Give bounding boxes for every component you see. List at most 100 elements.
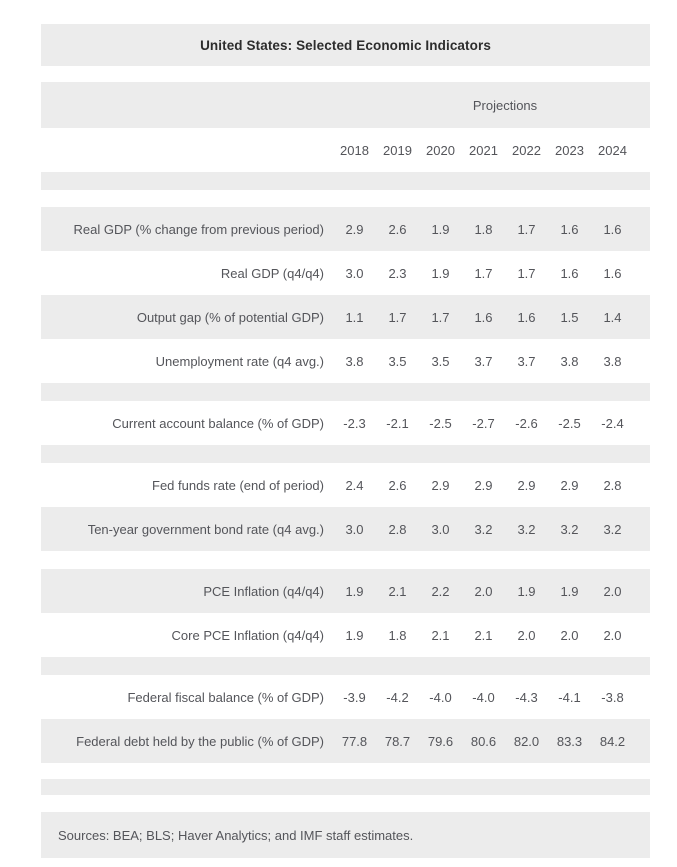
table-row: Current account balance (% of GDP) -2.3 … bbox=[41, 401, 650, 445]
row-label: Core PCE Inflation (q4/q4) bbox=[171, 627, 324, 643]
table-row: Core PCE Inflation (q4/q4) 1.9 1.8 2.1 2… bbox=[41, 613, 650, 657]
cell-value: 3.0 bbox=[345, 521, 364, 537]
cell-value: 2.9 bbox=[560, 477, 579, 493]
cell-value: -3.9 bbox=[343, 689, 366, 705]
row-spacer bbox=[41, 445, 650, 463]
cell-value: 1.9 bbox=[345, 583, 364, 599]
cell-value: 1.9 bbox=[560, 583, 579, 599]
row-label: Current account balance (% of GDP) bbox=[112, 415, 324, 431]
cell-value: 1.4 bbox=[603, 309, 622, 325]
cell-value: 1.6 bbox=[603, 265, 622, 281]
cell-value: 3.8 bbox=[345, 353, 364, 369]
cell-value: 3.8 bbox=[560, 353, 579, 369]
spacer bbox=[41, 66, 650, 82]
year-header-row: 2018 2019 2020 2021 2022 2023 2024 bbox=[41, 128, 650, 172]
source-note: Sources: BEA; BLS; Haver Analytics; and … bbox=[58, 827, 414, 843]
cell-value: 1.9 bbox=[517, 583, 536, 599]
cell-value: -2.5 bbox=[558, 415, 581, 431]
sources-band: Sources: BEA; BLS; Haver Analytics; and … bbox=[41, 812, 650, 858]
cell-value: 3.7 bbox=[517, 353, 536, 369]
cell-value: 3.7 bbox=[474, 353, 493, 369]
page-title: United States: Selected Economic Indicat… bbox=[200, 37, 491, 53]
row-spacer bbox=[41, 551, 650, 569]
cell-value: 2.0 bbox=[474, 583, 493, 599]
year-header: 2023 bbox=[555, 142, 584, 158]
cell-value: 1.6 bbox=[517, 309, 536, 325]
cell-value: 82.0 bbox=[513, 733, 540, 749]
cell-value: 84.2 bbox=[599, 733, 626, 749]
row-label: Fed funds rate (end of period) bbox=[152, 477, 324, 493]
cell-value: 1.5 bbox=[560, 309, 579, 325]
year-header: 2021 bbox=[469, 142, 498, 158]
cell-value: -2.7 bbox=[472, 415, 495, 431]
row-label: Unemployment rate (q4 avg.) bbox=[155, 353, 324, 369]
cell-value: 1.7 bbox=[388, 309, 407, 325]
cell-value: -4.1 bbox=[558, 689, 581, 705]
row-spacer bbox=[41, 657, 650, 675]
row-spacer bbox=[41, 763, 650, 779]
cell-value: 3.2 bbox=[517, 521, 536, 537]
cell-value: 1.8 bbox=[474, 221, 493, 237]
cell-value: 1.9 bbox=[431, 265, 450, 281]
cell-value: 77.8 bbox=[341, 733, 368, 749]
cell-value: 1.6 bbox=[603, 221, 622, 237]
cell-value: 2.1 bbox=[474, 627, 493, 643]
row-label: PCE Inflation (q4/q4) bbox=[203, 583, 324, 599]
cell-value: 2.9 bbox=[431, 477, 450, 493]
cell-value: 3.8 bbox=[603, 353, 622, 369]
year-header: 2018 bbox=[340, 142, 369, 158]
table-row: Unemployment rate (q4 avg.) 3.8 3.5 3.5 … bbox=[41, 339, 650, 383]
cell-value: 1.7 bbox=[517, 265, 536, 281]
cell-value: 1.8 bbox=[388, 627, 407, 643]
table-row: Real GDP (% change from previous period)… bbox=[41, 207, 650, 251]
cell-value: 2.8 bbox=[603, 477, 622, 493]
cell-value: 2.4 bbox=[345, 477, 364, 493]
cell-value: 1.7 bbox=[474, 265, 493, 281]
cell-value: 3.0 bbox=[345, 265, 364, 281]
projections-header-band: Projections bbox=[41, 82, 650, 128]
row-spacer bbox=[41, 190, 650, 207]
cell-value: -2.1 bbox=[386, 415, 409, 431]
cell-value: 80.6 bbox=[470, 733, 497, 749]
cell-value: 1.7 bbox=[431, 309, 450, 325]
row-label: Federal fiscal balance (% of GDP) bbox=[127, 689, 324, 705]
table-row: Ten-year government bond rate (q4 avg.) … bbox=[41, 507, 650, 551]
cell-value: 3.2 bbox=[603, 521, 622, 537]
table-row: Federal fiscal balance (% of GDP) -3.9 -… bbox=[41, 675, 650, 719]
year-header: 2024 bbox=[598, 142, 627, 158]
cell-value: 2.1 bbox=[388, 583, 407, 599]
cell-value: -2.6 bbox=[515, 415, 538, 431]
cell-value: 2.0 bbox=[560, 627, 579, 643]
table-row: Real GDP (q4/q4) 3.0 2.3 1.9 1.7 1.7 1.6… bbox=[41, 251, 650, 295]
cell-value: 1.1 bbox=[345, 309, 364, 325]
cell-value: 3.0 bbox=[431, 521, 450, 537]
cell-value: 1.6 bbox=[560, 265, 579, 281]
economic-indicators-table: United States: Selected Economic Indicat… bbox=[41, 24, 650, 858]
row-label: Real GDP (% change from previous period) bbox=[73, 221, 325, 237]
cell-value: 3.5 bbox=[431, 353, 450, 369]
cell-value: 1.6 bbox=[474, 309, 493, 325]
year-header: 2019 bbox=[383, 142, 412, 158]
cell-value: -4.2 bbox=[386, 689, 409, 705]
cell-value: 2.3 bbox=[388, 265, 407, 281]
row-label: Real GDP (q4/q4) bbox=[220, 265, 324, 281]
cell-value: 2.9 bbox=[345, 221, 364, 237]
cell-value: 2.0 bbox=[517, 627, 536, 643]
table-row: Federal debt held by the public (% of GD… bbox=[41, 719, 650, 763]
cell-value: 2.6 bbox=[388, 221, 407, 237]
row-spacer bbox=[41, 383, 650, 401]
cell-value: -3.8 bbox=[601, 689, 624, 705]
row-label: Output gap (% of potential GDP) bbox=[136, 309, 324, 325]
cell-value: 79.6 bbox=[427, 733, 454, 749]
cell-value: -2.5 bbox=[429, 415, 452, 431]
cell-value: 1.9 bbox=[431, 221, 450, 237]
spacer bbox=[41, 795, 650, 812]
row-label: Federal debt held by the public (% of GD… bbox=[76, 733, 324, 749]
year-header: 2022 bbox=[512, 142, 541, 158]
cell-value: 2.9 bbox=[474, 477, 493, 493]
table-row: Fed funds rate (end of period) 2.4 2.6 2… bbox=[41, 463, 650, 507]
row-spacer bbox=[41, 172, 650, 190]
cell-value: 2.9 bbox=[517, 477, 536, 493]
row-label: Ten-year government bond rate (q4 avg.) bbox=[87, 521, 324, 537]
